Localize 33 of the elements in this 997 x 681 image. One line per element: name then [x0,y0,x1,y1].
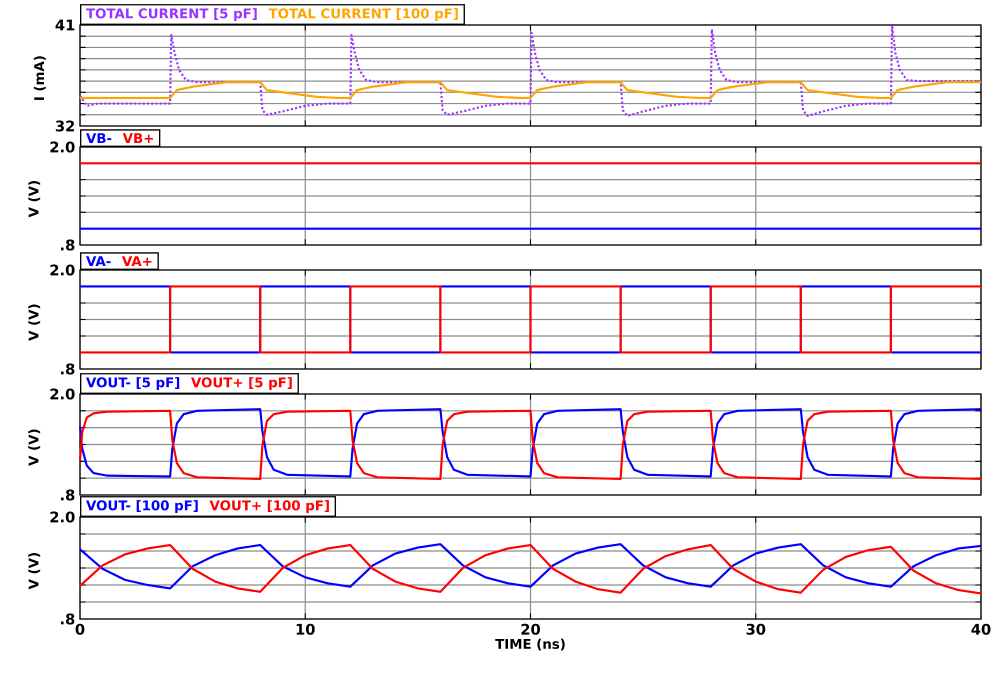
x-tick-label: 20 [521,624,540,635]
text: TOTAL CURRENT [100 pF] [268,8,458,21]
line-series [78,81,982,99]
series-label: TOTAL CURRENT [5 pF] [86,8,257,21]
series-label: VB+ [122,133,153,143]
x-tick-label: 0 [76,624,84,635]
y-axis-title: V (V) [28,304,40,341]
y-tick-label: .8 [61,363,74,375]
y-tick-label: .8 [61,239,74,251]
y-axis-title: V (V) [28,181,40,218]
x-axis-title: TIME (ns) [495,638,565,650]
text: VB- [86,133,112,143]
x-tick-label: 10 [296,624,315,635]
text: VOUT+ [100 pF] [210,500,329,513]
y-tick-label: .8 [61,489,74,501]
y-axis-title: V (V) [28,553,40,590]
y-tick-label: .8 [61,613,74,625]
y-axis-title: I (mA) [34,56,46,100]
series-label: VA- [86,256,111,266]
series-label: VOUT- [5 pF] [86,377,180,390]
text: VOUT- [100 pF] [86,500,198,513]
y-tick-label: 2.0 [50,141,75,153]
series-label: VOUT+ [5 pF] [191,377,292,390]
x-tick-label: 30 [746,624,766,635]
y-axis-title: V (V) [28,430,40,466]
text: VA+ [122,256,152,266]
y-tick-label: 41 [56,20,74,30]
y-tick-label: 32 [56,120,74,132]
line-series [78,24,982,117]
y-tick-label: 2.0 [50,511,75,523]
y-tick-label: 2.0 [50,264,75,276]
x-tick-label: 40 [971,624,990,635]
y-tick-label: 2.0 [50,388,75,400]
